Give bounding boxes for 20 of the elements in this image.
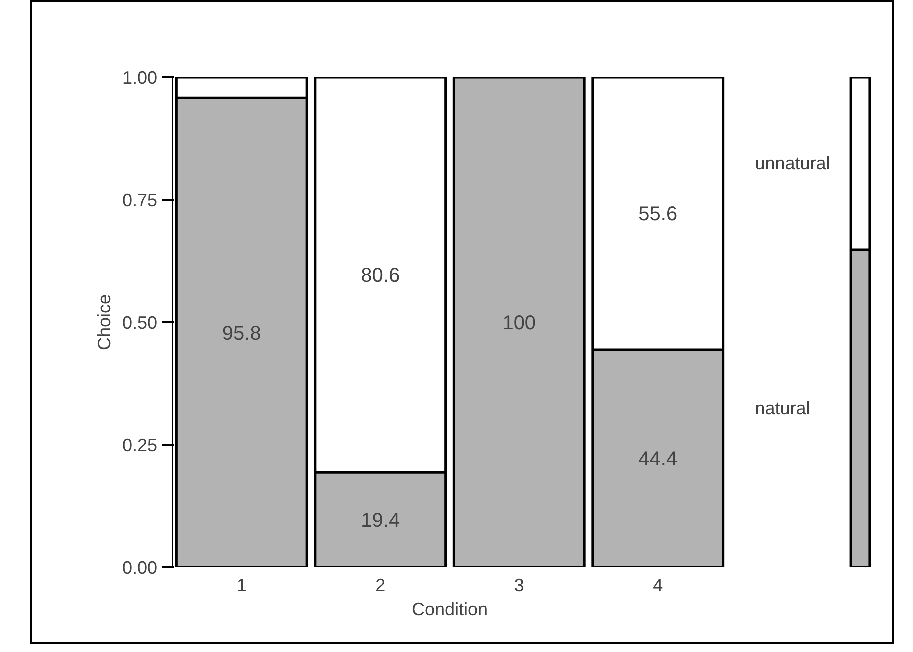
annotation: 80.6 xyxy=(361,264,400,287)
x-tick-label: 4 xyxy=(653,576,664,596)
x-tick-label: 2 xyxy=(376,576,386,596)
y-tick-label: 0.75 xyxy=(122,190,158,210)
y-tick-label: 0.00 xyxy=(122,558,158,578)
x-tick-label: 3 xyxy=(514,576,524,596)
annotation: 100 xyxy=(502,312,536,334)
annotation: 19.4 xyxy=(361,510,400,532)
y-axis-title: Choice xyxy=(94,294,114,351)
x-axis-title: Condition xyxy=(412,600,488,620)
x-tick-label: 1 xyxy=(236,576,247,596)
y-tick-label: 0.50 xyxy=(122,313,158,333)
annotation: 95.8 xyxy=(222,322,262,345)
series-label: unnatural xyxy=(755,154,830,174)
y-tick-label: 0.25 xyxy=(122,436,158,456)
annotation: 44.4 xyxy=(638,448,678,471)
bar xyxy=(452,78,586,568)
y-tick-label: 1.00 xyxy=(122,68,158,88)
annotation: 55.6 xyxy=(638,204,678,226)
text: natural xyxy=(755,398,810,419)
